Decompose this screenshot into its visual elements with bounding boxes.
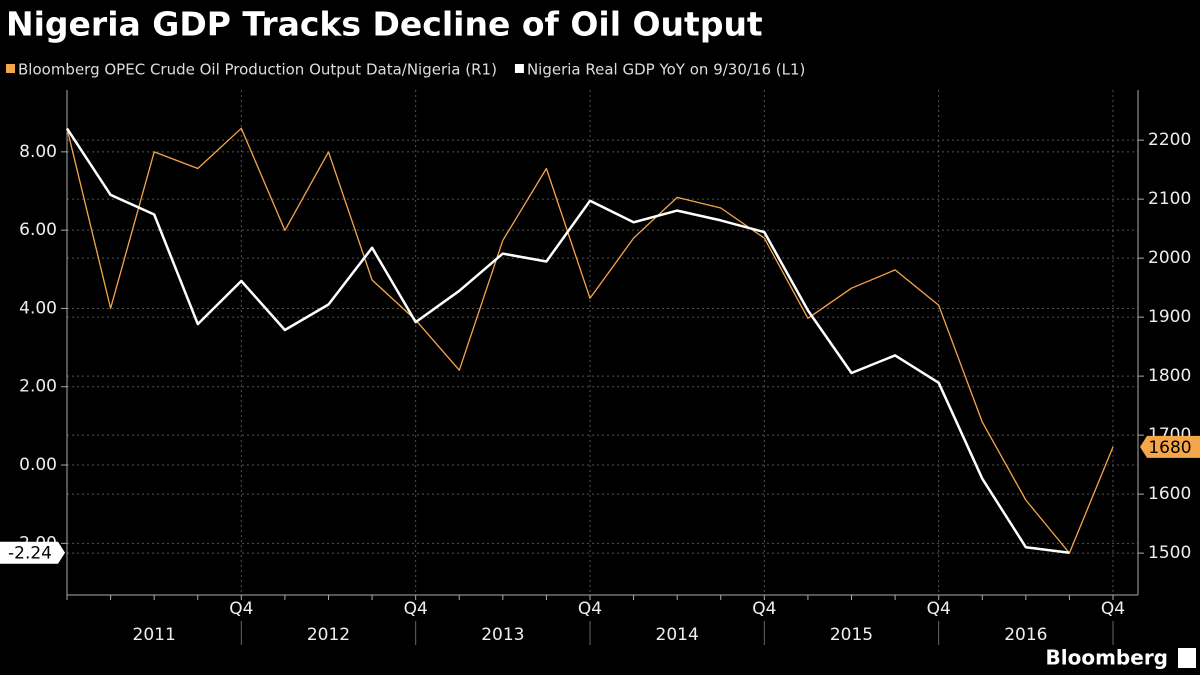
end-value-box (0, 541, 65, 564)
x-tick-label: Q4 (1101, 599, 1125, 619)
x-tick-label: Q4 (404, 599, 428, 619)
y2-tick-label: 2100 (1148, 189, 1191, 209)
line-series (65, 127, 1070, 554)
x-group-label: 2012 (307, 625, 350, 645)
x-tick-label: Q4 (578, 599, 602, 619)
legend-label: Bloomberg OPEC Crude Oil Production Outp… (18, 61, 497, 79)
x-group-label: 2015 (830, 625, 873, 645)
y2-tick-label: 2200 (1148, 130, 1191, 150)
x-tick-label: Q4 (752, 599, 776, 619)
y2-tick-label: 1500 (1148, 543, 1191, 563)
legend-swatch (6, 64, 15, 73)
y-tick-label: 2.00 (19, 377, 57, 397)
legend-swatch (514, 64, 524, 73)
line-series (66, 127, 1114, 554)
x-group-label: 2011 (133, 625, 176, 645)
x-tick-label: Q4 (229, 599, 253, 619)
y2-tick-label: 1800 (1148, 366, 1191, 386)
y-tick-label: 6.00 (19, 220, 57, 240)
x-tick-label: Q4 (927, 599, 951, 619)
source-logo (1178, 648, 1196, 668)
end-value-label: -2.24 (8, 544, 52, 564)
y2-tick-label: 1600 (1148, 484, 1191, 504)
y2-tick-label: 2000 (1148, 248, 1191, 268)
x-group-label: 2016 (1004, 625, 1047, 645)
source: Bloomberg (1046, 646, 1168, 670)
x-group-label: 2013 (481, 625, 524, 645)
chart-title: Nigeria GDP Tracks Decline of Oil Output (6, 5, 763, 44)
legend-label: Nigeria Real GDP YoY on 9/30/16 (L1) (527, 61, 805, 79)
y-tick-label: 8.00 (19, 142, 57, 162)
y-tick-label: 4.00 (19, 298, 57, 318)
y2-tick-label: 1900 (1148, 307, 1191, 327)
end-value-label: 1680 (1148, 438, 1191, 458)
x-group-label: 2014 (656, 625, 699, 645)
y-tick-label: 0.00 (19, 455, 57, 475)
end-value-box (1140, 435, 1200, 458)
